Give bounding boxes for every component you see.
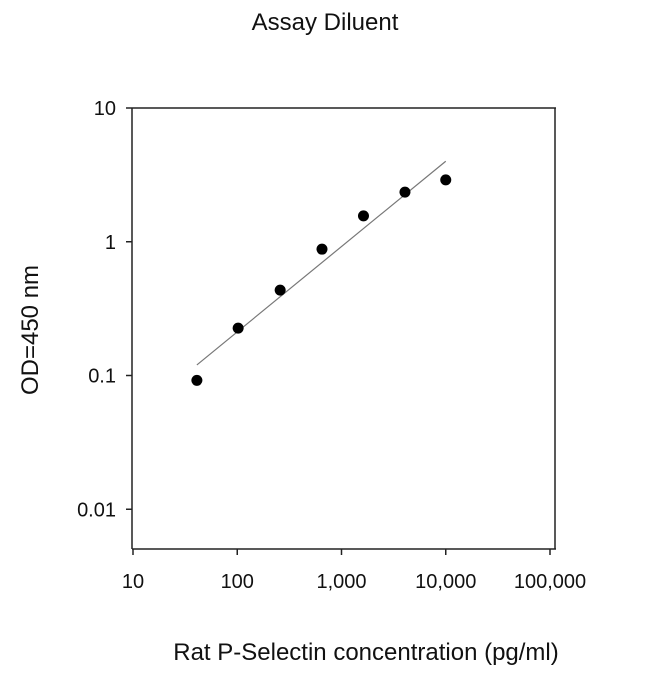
y-tick-label: 10 — [94, 98, 116, 120]
data-point — [440, 174, 452, 186]
chart-title: Assay Diluent — [252, 9, 399, 36]
data-points — [191, 174, 452, 386]
x-tick-label: 1,000 — [316, 571, 366, 593]
y-axis-label: OD=450 nm — [17, 265, 44, 395]
data-point — [316, 243, 328, 255]
data-point — [274, 284, 286, 296]
plot-frame — [131, 107, 556, 550]
data-point — [357, 210, 369, 222]
x-axis-label: Rat P-Selectin concentration (pg/ml) — [173, 639, 559, 666]
data-point — [232, 322, 244, 334]
y-tick-label: 0.01 — [77, 499, 116, 521]
y-tick-label: 1 — [105, 232, 116, 254]
x-tick-label: 10,000 — [415, 571, 476, 593]
y-tick-label: 0.1 — [88, 366, 116, 388]
x-tick-label: 10 — [122, 571, 144, 593]
x-tick-label: 100 — [221, 571, 254, 593]
x-tick-label: 100,000 — [514, 571, 586, 593]
x-axis-ticks: 10 100 1,000 10,000 100,000 — [122, 549, 586, 593]
data-point — [191, 374, 203, 386]
y-axis-ticks: 0.01 0.1 1 10 — [77, 98, 132, 521]
data-point — [399, 186, 411, 198]
